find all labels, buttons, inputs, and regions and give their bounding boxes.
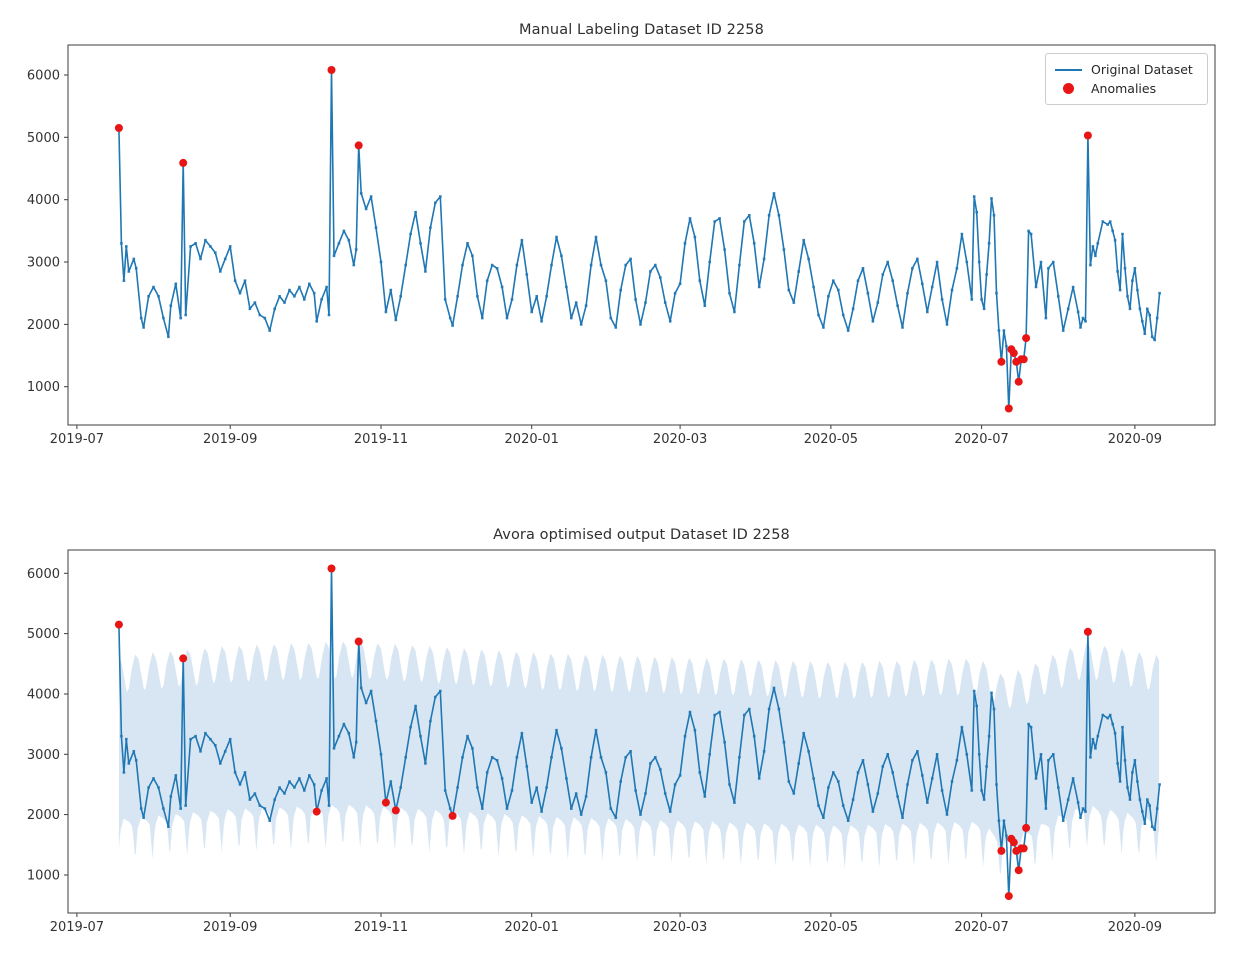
y-tick-label: 5000: [27, 131, 60, 146]
plot-border: [67, 549, 1216, 914]
bottom-chart-title: Avora optimised output Dataset ID 2258: [493, 527, 790, 543]
original-dataset-line: [118, 69, 1161, 410]
anomaly-point: [354, 637, 363, 646]
anomaly-point: [1083, 627, 1092, 636]
anomaly-point: [179, 158, 188, 167]
top-chart-title: Manual Labeling Dataset ID 2258: [519, 22, 764, 38]
legend-item-anomalies: Anomalies: [1055, 79, 1198, 98]
legend-box: Original Dataset Anomalies: [1045, 53, 1208, 105]
anomaly-point: [327, 564, 336, 573]
x-tick-label: 2020-05: [804, 432, 858, 447]
anomaly-point: [1022, 823, 1031, 832]
y-tick-label: 5000: [27, 627, 60, 642]
x-tick-label: 2020-03: [653, 920, 707, 935]
x-tick-label: 2020-01: [505, 920, 559, 935]
y-tick-label: 6000: [27, 567, 60, 582]
plot-border: [67, 44, 1216, 426]
y-tick-label: 4000: [27, 193, 60, 208]
x-tick-label: 2020-03: [653, 432, 707, 447]
x-tick-label: 2019-11: [354, 920, 408, 935]
anomaly-point: [327, 66, 336, 74]
anomaly-point: [1009, 838, 1018, 847]
legend-item-original-dataset: Original Dataset: [1055, 60, 1198, 79]
x-tick-label: 2019-07: [50, 432, 104, 447]
anomaly-point: [997, 846, 1006, 855]
anomaly-point: [354, 141, 363, 150]
y-tick-label: 4000: [27, 688, 60, 703]
anomaly-point: [448, 811, 457, 820]
anomaly-point: [1014, 377, 1023, 386]
y-tick-label: 3000: [27, 256, 60, 271]
x-tick-label: 2019-11: [354, 432, 408, 447]
anomaly-point: [1019, 844, 1028, 853]
x-tick-label: 2020-09: [1108, 920, 1162, 935]
legend-label-anomalies: Anomalies: [1091, 81, 1157, 96]
y-tick-label: 2000: [27, 318, 60, 333]
anomaly-point: [1004, 404, 1013, 413]
x-tick-label: 2020-09: [1108, 432, 1162, 447]
anomaly-point: [1009, 349, 1018, 358]
x-tick-label: 2019-07: [50, 920, 104, 935]
anomaly-point: [114, 620, 123, 629]
y-tick-label: 1000: [27, 380, 60, 395]
anomaly-point: [997, 357, 1006, 366]
anomaly-point: [1004, 892, 1013, 901]
x-tick-label: 2020-05: [804, 920, 858, 935]
anomaly-point: [312, 807, 321, 816]
x-tick-label: 2020-07: [954, 920, 1008, 935]
x-tick-label: 2020-01: [505, 432, 559, 447]
y-tick-label: 2000: [27, 808, 60, 823]
y-tick-label: 6000: [27, 69, 60, 84]
anomaly-point: [1019, 355, 1028, 364]
anomaly-point: [381, 798, 390, 807]
y-tick-label: 3000: [27, 748, 60, 763]
anomaly-point: [179, 654, 188, 663]
anomaly-point: [1014, 866, 1023, 875]
y-tick-label: 1000: [27, 869, 60, 884]
original-dataset-markers: [117, 68, 1161, 410]
legend-label-original-dataset: Original Dataset: [1091, 62, 1193, 77]
anomaly-point: [1083, 131, 1092, 140]
x-tick-label: 2019-09: [203, 432, 257, 447]
anomaly-point: [391, 806, 400, 815]
anomaly-point: [1022, 334, 1031, 343]
confidence-band: [118, 641, 1160, 877]
anomaly-point: [114, 124, 123, 132]
anomaly-dot-icon: [1063, 83, 1074, 94]
x-tick-label: 2019-09: [203, 920, 257, 935]
x-tick-label: 2020-07: [954, 432, 1008, 447]
line-swatch-icon: [1055, 68, 1082, 71]
